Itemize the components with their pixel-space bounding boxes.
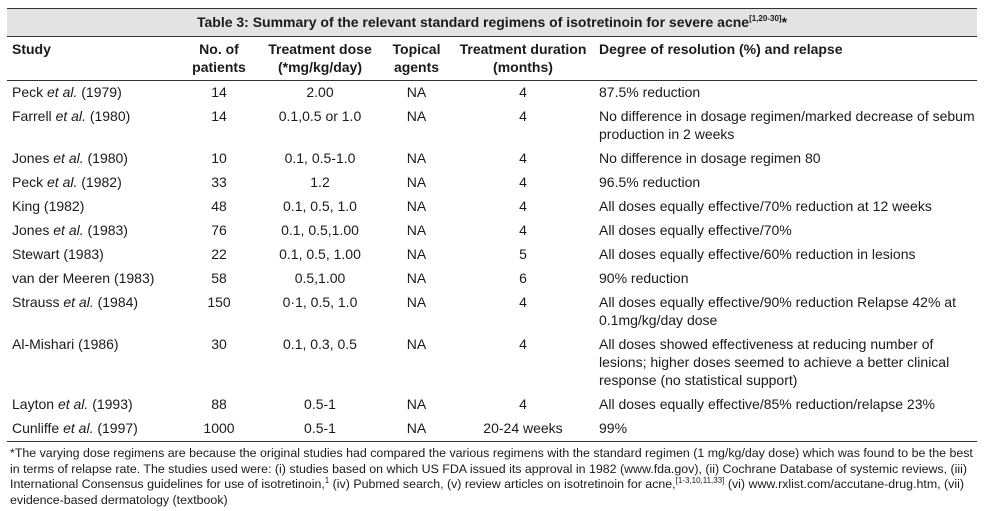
cell-topical: NA: [406, 108, 427, 124]
table-row: Peck et al. (1982) 33 1.2 NA 4 96.5% reductio…: [7, 171, 977, 195]
cell-topical: NA: [406, 246, 427, 262]
cell-dose: 0.1, 0.5, 1.00: [279, 246, 361, 262]
cell-patients: 48: [211, 198, 227, 214]
cell-topical: NA: [406, 222, 427, 238]
cell-study: Farrell et al. (1980): [12, 108, 131, 124]
header-dose: Treatment dose (*mg/kg/day): [268, 41, 372, 75]
cell-dose: 2.00: [306, 84, 334, 100]
table-row: Farrell et al. (1980) 14 0.1,0.5 or 1.0 NA 4…: [7, 105, 977, 147]
table-footnote: *The varying dose regimens are because t…: [10, 446, 973, 507]
cell-dose: 0.5-1: [304, 420, 336, 436]
header-result: Degree of resolution (%) and relapse: [599, 41, 843, 57]
table-row: Cunliffe et al. (1997) 1000 0.5-1 NA 20-24 w…: [7, 417, 977, 442]
cell-dose: 1.2: [310, 174, 330, 190]
cell-topical: NA: [406, 294, 427, 310]
cell-topical: NA: [406, 174, 427, 190]
cell-study: Layton et al. (1993): [12, 396, 133, 412]
cell-result: All doses equally effective/70%: [599, 222, 792, 238]
table-row: Jones et al. (1983) 76 0.1, 0.5,1.00 NA 4 All…: [7, 219, 977, 243]
cell-duration: 4: [519, 84, 527, 100]
cell-duration: 6: [519, 270, 527, 286]
cell-study: Peck et al. (1982): [12, 174, 122, 190]
cell-study: Jones et al. (1983): [12, 222, 128, 238]
cell-patients: 76: [211, 222, 227, 238]
cell-duration: 5: [519, 246, 527, 262]
cell-result: No difference in dosage regimen 80: [599, 150, 821, 166]
header-patients: No. of patients: [192, 41, 246, 75]
cell-dose: 0.5-1: [304, 396, 336, 412]
table-row: Al-Mishari (1986) 30 0.1, 0.3, 0.5 NA 4 All d…: [7, 333, 977, 393]
header-topical: Topical agents: [392, 41, 441, 75]
table-row: Peck et al. (1979) 14 2.00 NA 4 87.5% reducti…: [7, 81, 977, 106]
cell-study: Al-Mishari (1986): [12, 336, 119, 352]
cell-dose: 0.5,1.00: [294, 270, 346, 286]
header-study: Study: [12, 41, 51, 57]
cell-result: No difference in dosage regimen/marked d…: [599, 108, 975, 142]
cell-duration: 4: [519, 396, 527, 412]
cell-patients: 33: [211, 174, 227, 190]
cell-topical: NA: [406, 420, 427, 436]
cell-patients: 22: [211, 246, 227, 262]
cell-topical: NA: [406, 396, 427, 412]
table-row: Layton et al. (1993) 88 0.5-1 NA 4 All doses …: [7, 393, 977, 417]
cell-dose: 0.1,0.5 or 1.0: [278, 108, 362, 124]
cell-duration: 4: [519, 150, 527, 166]
table-row: van der Meeren (1983) 58 0.5,1.00 NA 6 90% re…: [7, 267, 977, 291]
table-title-text: Table 3: Summary of the relevant standar…: [196, 14, 750, 30]
table-row: Strauss et al. (1984) 150 0·1, 0.5, 1.0 NA 4…: [7, 291, 977, 333]
cell-result: All doses showed effectiveness at reduci…: [599, 336, 950, 388]
cell-topical: NA: [406, 84, 427, 100]
cell-dose: 0.1, 0.5,1.00: [281, 222, 359, 238]
cell-result: 90% reduction: [599, 270, 689, 286]
table-title: Table 3: Summary of the relevant standar…: [7, 8, 977, 37]
cell-study: Strauss et al. (1984): [12, 294, 139, 310]
cell-result: 96.5% reduction: [599, 174, 701, 190]
cell-study: Cunliffe et al. (1997): [12, 420, 138, 436]
cell-topical: NA: [406, 150, 427, 166]
cell-patients: 14: [211, 84, 227, 100]
cell-result: All doses equally effective/85% reductio…: [599, 396, 935, 412]
cell-patients: 88: [211, 396, 227, 412]
cell-result: All doses equally effective/70% reductio…: [599, 198, 932, 214]
cell-study: Stewart (1983): [12, 246, 104, 262]
table-row: King (1982) 48 0.1, 0.5, 1.0 NA 4 All doses e…: [7, 195, 977, 219]
cell-dose: 0·1, 0.5, 1.0: [282, 294, 358, 310]
header-row: Study No. of patients Treatment dose (*mg/…: [7, 37, 977, 81]
cell-duration: 4: [519, 174, 527, 190]
title-star: *: [781, 14, 788, 30]
cell-result: All doses equally effective/90% reductio…: [599, 294, 956, 328]
cell-study: Jones et al. (1980): [12, 150, 128, 166]
cell-dose: 0.1, 0.5-1.0: [284, 150, 356, 166]
cell-duration: 4: [519, 336, 527, 352]
cell-topical: NA: [406, 198, 427, 214]
table-container: Table 3: Summary of the relevant standar…: [7, 8, 977, 508]
cell-topical: NA: [406, 270, 427, 286]
title-refs: [1,20-30]: [749, 14, 782, 23]
cell-duration: 4: [519, 222, 527, 238]
cell-study: King (1982): [12, 198, 85, 214]
cell-patients: 10: [211, 150, 227, 166]
cell-duration: 4: [519, 198, 527, 214]
cell-dose: 0.1, 0.5, 1.0: [283, 198, 357, 214]
table-row: Stewart (1983) 22 0.1, 0.5, 1.00 NA 5 All dos…: [7, 243, 977, 267]
cell-duration: 20-24 weeks: [483, 420, 563, 436]
cell-duration: 4: [519, 294, 527, 310]
table-row: Jones et al. (1980) 10 0.1, 0.5-1.0 NA 4 No d…: [7, 147, 977, 171]
regimens-table: Study No. of patients Treatment dose (*mg/…: [7, 37, 977, 442]
cell-duration: 4: [519, 108, 527, 124]
cell-result: 87.5% reduction: [599, 84, 701, 100]
cell-topical: NA: [406, 336, 427, 352]
header-duration: Treatment duration (months): [459, 41, 587, 75]
cell-patients: 30: [211, 336, 227, 352]
table-body: Peck et al. (1979) 14 2.00 NA 4 87.5% reducti…: [7, 81, 977, 442]
cell-dose: 0.1, 0.3, 0.5: [283, 336, 357, 352]
cell-result: All doses equally effective/60% reductio…: [599, 246, 916, 262]
cell-study: van der Meeren (1983): [12, 270, 155, 286]
cell-result: 99%: [599, 420, 628, 436]
cell-study: Peck et al. (1979): [12, 84, 122, 100]
cell-patients: 58: [211, 270, 227, 286]
cell-patients: 14: [211, 108, 227, 124]
cell-patients: 150: [207, 294, 231, 310]
cell-patients: 1000: [203, 420, 235, 436]
